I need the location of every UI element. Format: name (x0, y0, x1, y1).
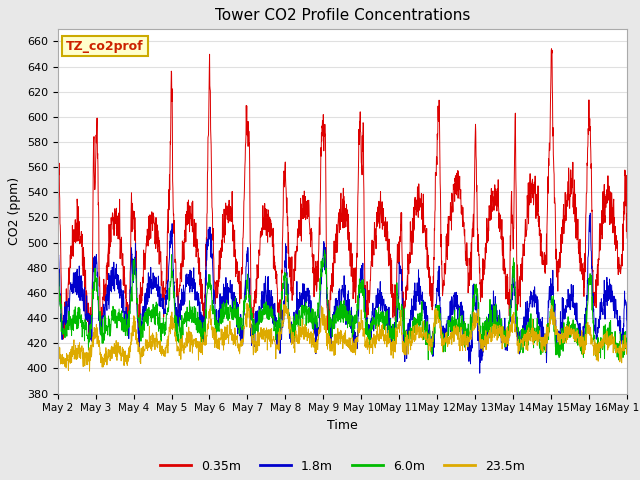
0.35m (54, 203, 61, 209)
1.8m (623, 337, 631, 343)
Line: 6.0m: 6.0m (58, 250, 627, 361)
23.5m (623, 342, 631, 348)
6.0m (212, 329, 220, 335)
0.35m (60, 336, 67, 342)
6.0m (618, 358, 625, 364)
23.5m (360, 330, 367, 336)
6.0m (508, 277, 516, 283)
Line: 0.35m: 0.35m (58, 49, 627, 339)
1.8m (54, 258, 61, 264)
0.35m (508, 221, 516, 227)
1.8m (359, 260, 367, 266)
Line: 23.5m: 23.5m (58, 296, 627, 371)
1.8m (508, 289, 516, 295)
Title: Tower CO2 Profile Concentrations: Tower CO2 Profile Concentrations (214, 9, 470, 24)
Y-axis label: CO2 (ppm): CO2 (ppm) (8, 177, 21, 245)
1.8m (589, 290, 597, 296)
23.5m (282, 293, 290, 299)
Text: TZ_co2prof: TZ_co2prof (66, 40, 144, 53)
0.35m (573, 236, 581, 241)
0.35m (213, 278, 221, 284)
0.35m (589, 293, 597, 299)
23.5m (372, 335, 380, 341)
1.8m (573, 313, 581, 319)
23.5m (213, 332, 221, 338)
Legend: 0.35m, 1.8m, 6.0m, 23.5m: 0.35m, 1.8m, 6.0m, 23.5m (155, 455, 530, 478)
6.0m (54, 286, 61, 292)
23.5m (509, 329, 516, 335)
0.35m (623, 235, 631, 241)
23.5m (573, 328, 581, 334)
0.35m (548, 46, 556, 52)
1.8m (371, 311, 379, 316)
6.0m (372, 314, 380, 320)
1.8m (476, 370, 484, 376)
6.0m (589, 316, 596, 322)
6.0m (573, 325, 581, 331)
0.35m (359, 120, 367, 126)
1.8m (212, 307, 220, 312)
Line: 1.8m: 1.8m (58, 213, 627, 373)
6.0m (623, 345, 631, 351)
23.5m (86, 368, 93, 374)
23.5m (589, 343, 597, 348)
23.5m (54, 339, 61, 345)
6.0m (321, 247, 328, 253)
6.0m (359, 289, 367, 295)
0.35m (372, 237, 380, 242)
1.8m (586, 210, 594, 216)
X-axis label: Time: Time (327, 419, 358, 432)
